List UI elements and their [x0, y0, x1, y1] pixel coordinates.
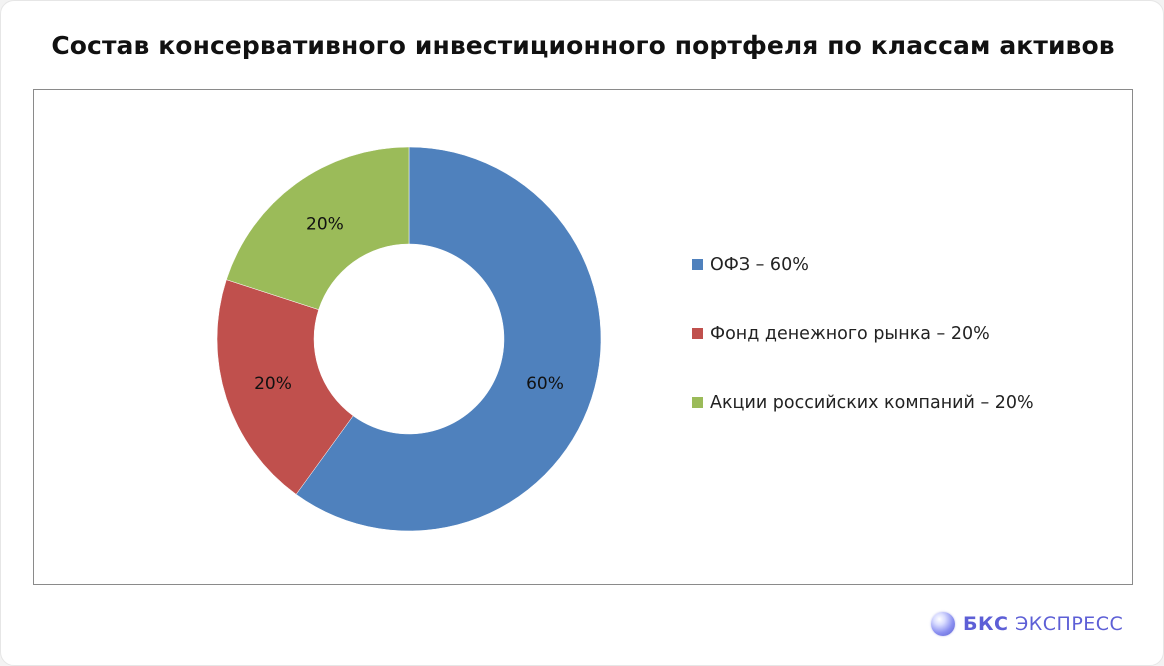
- brand-logo: БКС ЭКСПРЕСС: [931, 610, 1123, 638]
- brand-orb-icon: [931, 612, 955, 636]
- donut-chart: 60% 20% 20% ОФЗ – 60% Фонд денежного рынка –…: [216, 146, 1034, 532]
- donut-slice-1: [295, 146, 602, 532]
- legend-label-3: Акции российских компаний – 20%: [710, 393, 1034, 413]
- legend-swatch-3: [692, 397, 703, 408]
- brand-name: БКС ЭКСПРЕСС: [963, 613, 1123, 635]
- brand-name-strong: БКС: [963, 613, 1009, 635]
- plot-area: 60% 20% 20% ОФЗ – 60% Фонд денежного рынка –…: [33, 89, 1133, 585]
- donut-slice-3: [226, 146, 410, 310]
- legend-swatch-1: [692, 259, 703, 270]
- donut-slice-2: [216, 279, 354, 495]
- legend-label-2: Фонд денежного рынка – 20%: [710, 324, 990, 344]
- slice-data-label-2: 20%: [254, 374, 292, 394]
- legend-label-1: ОФЗ – 60%: [710, 255, 809, 275]
- slice-data-label-3: 20%: [306, 214, 344, 234]
- brand-name-light: ЭКСПРЕСС: [1015, 613, 1124, 635]
- slice-data-label-1: 60%: [526, 374, 564, 394]
- chart-title: Состав консервативного инвестиционного п…: [51, 31, 1115, 60]
- legend-swatch-2: [692, 328, 703, 339]
